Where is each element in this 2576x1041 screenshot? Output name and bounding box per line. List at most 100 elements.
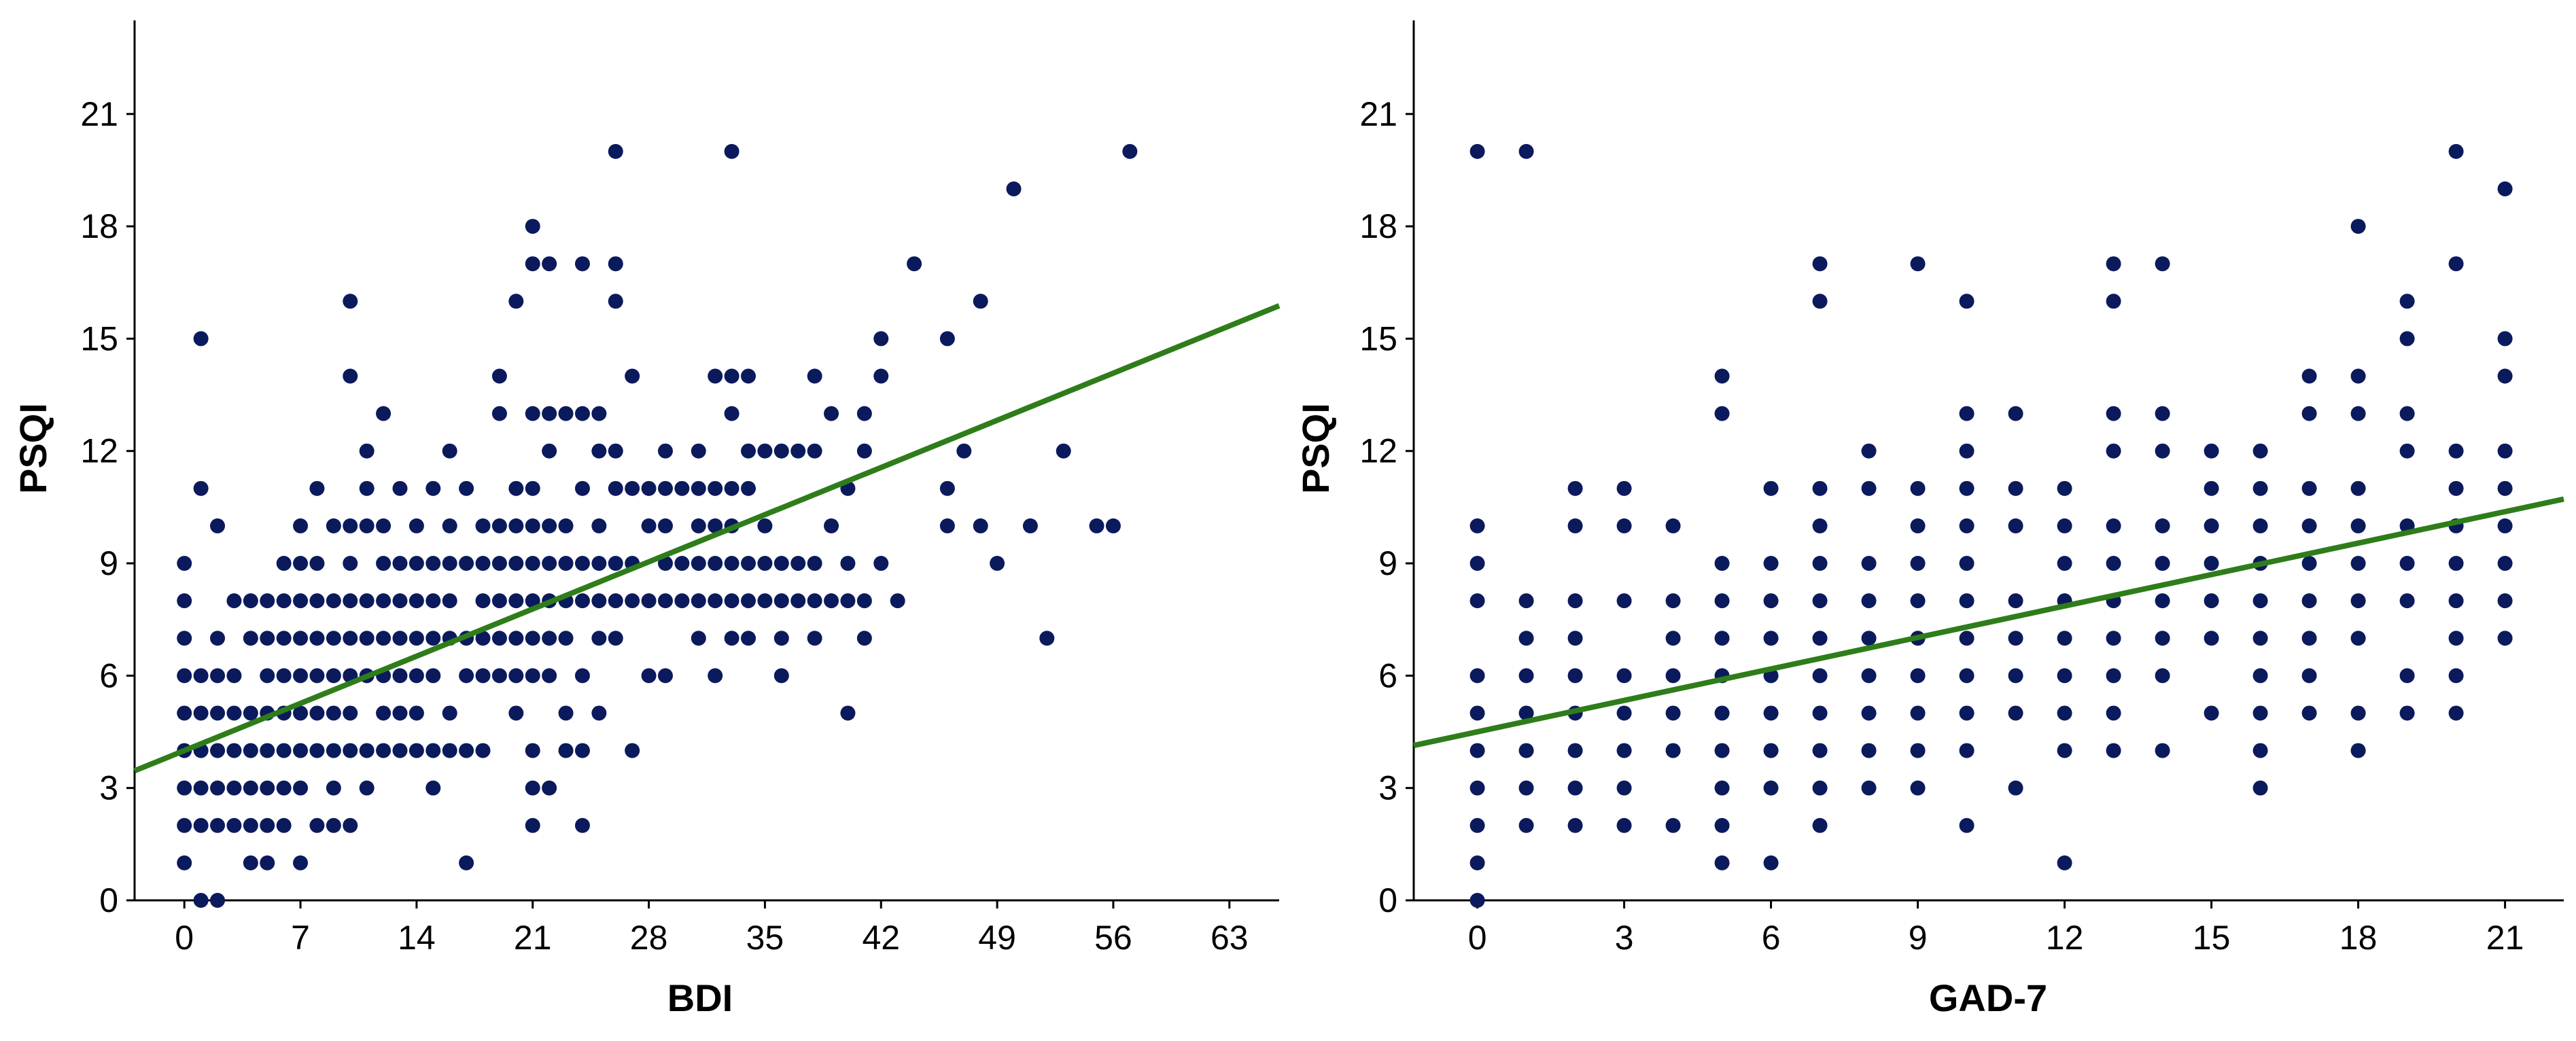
data-point (2350, 480, 2366, 496)
data-point (1469, 143, 1485, 159)
data-point (2008, 780, 2023, 796)
y-axis-title: PSQI (1294, 403, 1337, 494)
data-point (2497, 443, 2513, 459)
data-point (807, 443, 822, 459)
data-point (1469, 518, 1485, 533)
data-point (525, 593, 540, 609)
data-point (1714, 817, 1730, 833)
data-point (376, 593, 391, 609)
y-tick-label: 12 (1359, 432, 1397, 470)
data-point (293, 593, 309, 609)
data-point (591, 406, 607, 421)
data-point (574, 668, 590, 684)
data-point (508, 518, 524, 533)
data-point (773, 443, 789, 459)
data-point (2155, 743, 2170, 758)
data-point (326, 518, 341, 533)
data-point (276, 743, 292, 758)
data-point (2350, 406, 2366, 421)
data-point (2301, 668, 2317, 684)
data-point (657, 556, 673, 571)
data-point (1812, 631, 1828, 646)
data-point (674, 480, 690, 496)
data-point (376, 631, 391, 646)
data-point (741, 631, 756, 646)
data-point (1812, 556, 1828, 571)
y-tick-label: 21 (80, 95, 118, 133)
data-point (2155, 631, 2170, 646)
data-point (392, 593, 408, 609)
data-point (1567, 668, 1583, 684)
x-tick-label: 56 (1094, 919, 1132, 957)
data-point (2106, 256, 2121, 272)
data-point (392, 705, 408, 721)
data-point (508, 668, 524, 684)
data-point (625, 593, 640, 609)
data-point (2350, 593, 2366, 609)
data-point (1959, 668, 1974, 684)
data-point (309, 593, 325, 609)
data-point (1665, 518, 1681, 533)
data-point (724, 368, 739, 384)
data-point (1959, 817, 1974, 833)
data-point (1959, 518, 1974, 533)
data-point (276, 631, 292, 646)
data-point (260, 855, 275, 870)
data-point (293, 556, 309, 571)
data-point (1469, 556, 1485, 571)
data-point (1812, 480, 1828, 496)
data-point (1469, 780, 1485, 796)
y-tick-label: 3 (99, 769, 118, 807)
data-point (243, 743, 258, 758)
data-point (608, 480, 623, 496)
data-point (243, 705, 258, 721)
data-point (508, 705, 524, 721)
data-point (226, 817, 242, 833)
data-point (260, 743, 275, 758)
data-point (2497, 181, 2513, 196)
data-point (293, 668, 309, 684)
data-point (260, 593, 275, 609)
data-point (343, 743, 358, 758)
data-point (542, 631, 557, 646)
data-point (1763, 705, 1779, 721)
data-point (525, 518, 540, 533)
x-tick-label: 0 (1468, 919, 1487, 957)
data-point (890, 593, 905, 609)
data-point (1122, 143, 1138, 159)
data-point (691, 518, 706, 533)
data-point (392, 480, 408, 496)
x-tick-label: 0 (175, 919, 194, 957)
data-point (326, 743, 341, 758)
data-point (193, 705, 209, 721)
data-point (459, 668, 474, 684)
data-point (1959, 705, 1974, 721)
data-point (1616, 743, 1632, 758)
data-point (459, 743, 474, 758)
data-point (558, 705, 574, 721)
data-point (625, 368, 640, 384)
data-point (177, 556, 192, 571)
data-point (2057, 518, 2072, 533)
data-point (2204, 480, 2219, 496)
data-point (177, 593, 192, 609)
data-point (1006, 181, 1022, 196)
data-point (1812, 593, 1828, 609)
data-point (193, 893, 209, 908)
data-point (2399, 705, 2415, 721)
data-point (2301, 705, 2317, 721)
data-point (343, 518, 358, 533)
data-point (873, 556, 889, 571)
data-point (442, 593, 457, 609)
data-point (1022, 518, 1038, 533)
data-point (2106, 705, 2121, 721)
data-point (1812, 518, 1828, 533)
x-tick-label: 28 (630, 919, 668, 957)
data-point (757, 443, 773, 459)
data-point (641, 480, 657, 496)
data-point (293, 705, 309, 721)
data-point (193, 817, 209, 833)
data-point (343, 631, 358, 646)
data-point (1567, 780, 1583, 796)
data-point (309, 631, 325, 646)
